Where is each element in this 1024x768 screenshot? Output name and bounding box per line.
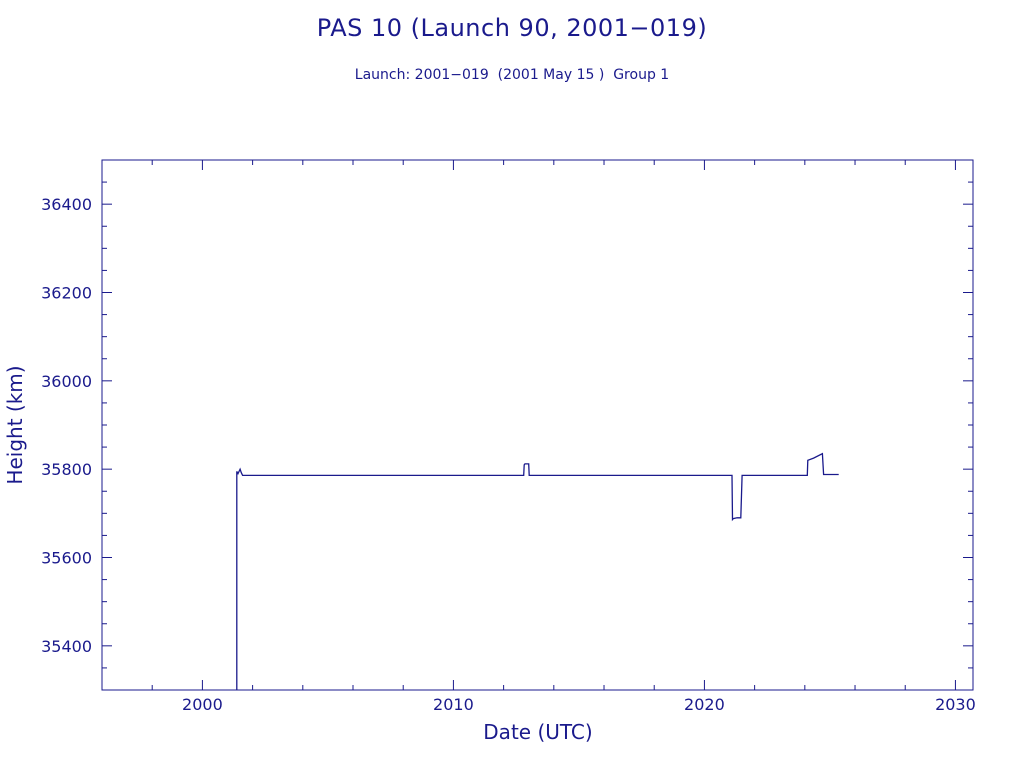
- y-tick-label: 36200: [41, 284, 92, 303]
- y-axis-ticks: [102, 159, 973, 691]
- y-tick-label: 36000: [41, 372, 92, 391]
- x-tick-label: 2030: [935, 695, 976, 714]
- x-axis-tick-labels: 2000 2010 2020 2030: [182, 695, 976, 714]
- y-axis-label: Height (km): [3, 365, 27, 484]
- y-tick-label: 35400: [41, 637, 92, 656]
- x-axis-label: Date (UTC): [483, 720, 592, 744]
- plot-frame: [101, 159, 974, 691]
- y-tick-label: 35800: [41, 460, 92, 479]
- y-tick-label: 36400: [41, 195, 92, 214]
- x-axis-ticks: [151, 160, 956, 690]
- y-tick-label: 35600: [41, 549, 92, 568]
- y-axis-tick-labels: 35400 35600 35800 36000 36200 36400: [41, 195, 92, 656]
- x-tick-label: 2000: [182, 695, 223, 714]
- height-series-line: [236, 452, 839, 690]
- x-tick-label: 2010: [433, 695, 474, 714]
- chart-title: PAS 10 (Launch 90, 2001−019): [316, 14, 708, 42]
- chart-subtitle: Launch: 2001−019 (2001 May 15 ) Group 1: [354, 67, 670, 83]
- x-tick-label: 2020: [684, 695, 725, 714]
